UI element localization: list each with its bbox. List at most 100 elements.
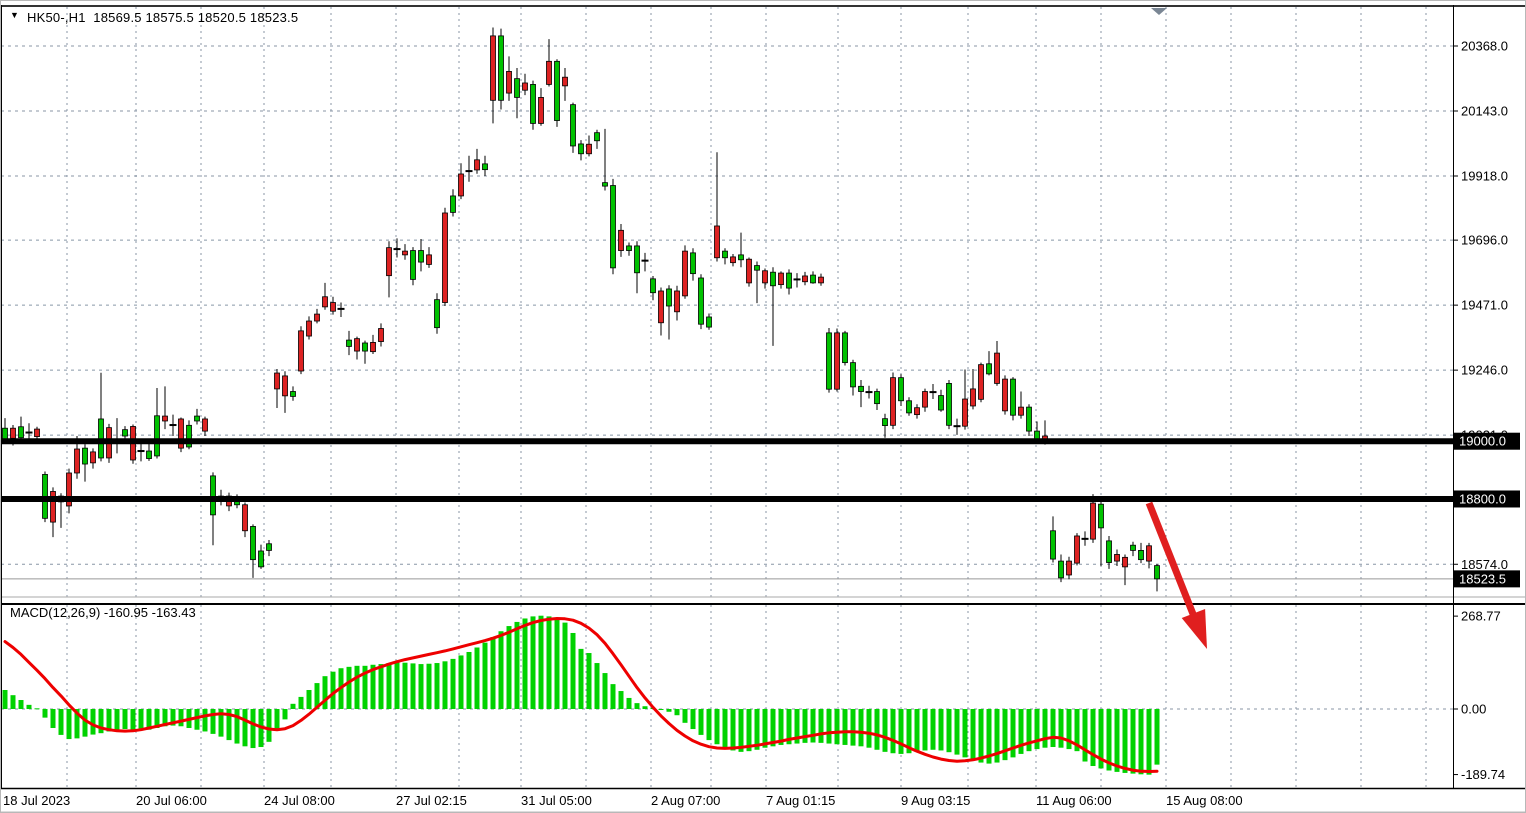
macd-histogram-bar xyxy=(594,663,600,709)
macd-histogram-bar xyxy=(194,709,200,730)
macd-histogram-bar xyxy=(986,709,992,764)
macd-histogram-bar xyxy=(1058,709,1064,748)
bear-candle xyxy=(210,475,216,516)
bull-candle xyxy=(994,352,1000,384)
bear-candle xyxy=(850,362,856,388)
bear-candle xyxy=(258,550,264,568)
bull-candle xyxy=(370,342,376,353)
macd-histogram-bar xyxy=(2,689,8,709)
bear-candle xyxy=(706,316,712,328)
time-axis-label: 27 Jul 02:15 xyxy=(396,793,467,808)
macd-histogram-bar xyxy=(1146,709,1152,775)
time-axis-label: 20 Jul 06:00 xyxy=(136,793,207,808)
bull-candle xyxy=(682,250,688,297)
bull-candle xyxy=(730,256,736,264)
bear-candle xyxy=(906,400,912,414)
price-axis-label: 20368.0 xyxy=(1461,39,1508,54)
macd-histogram-bar xyxy=(426,663,432,709)
macd-histogram-bar xyxy=(778,709,784,745)
bull-candle xyxy=(490,35,496,101)
bull-candle xyxy=(354,338,360,352)
bull-candle xyxy=(458,173,464,197)
bull-candle xyxy=(522,82,528,91)
macd-histogram-bar xyxy=(506,626,512,709)
bull-candle xyxy=(66,472,72,507)
price-axis-label: 19471.0 xyxy=(1461,298,1508,313)
bull-candle xyxy=(50,491,56,523)
macd-histogram-bar xyxy=(362,665,368,709)
macd-histogram-bar xyxy=(890,709,896,754)
macd-histogram-bar xyxy=(906,709,912,754)
chart-shift-marker-icon[interactable] xyxy=(1151,8,1167,15)
price-axis-highlight-label: 18523.5 xyxy=(1459,571,1506,586)
macd-histogram-bar xyxy=(522,618,528,709)
bear-candle xyxy=(498,35,504,101)
bear-candle xyxy=(1098,503,1104,529)
macd-histogram-bar xyxy=(250,709,256,749)
macd-histogram-bar xyxy=(410,663,416,709)
bear-candle xyxy=(514,78,520,98)
bear-candle xyxy=(666,288,672,307)
bear-candle xyxy=(362,342,368,352)
time-axis-label: 7 Aug 01:15 xyxy=(766,793,835,808)
bear-candle xyxy=(602,182,608,187)
macd-histogram-bar xyxy=(266,709,272,742)
bull-candle xyxy=(746,258,752,284)
macd-histogram-bar xyxy=(226,709,232,741)
macd-histogram-bar xyxy=(1026,709,1032,752)
price-axis-highlight-label: 18800.0 xyxy=(1459,491,1506,506)
window-top-border xyxy=(1,5,1525,7)
macd-histogram-bar xyxy=(634,703,640,709)
macd-histogram-bar xyxy=(898,709,904,754)
bull-candle xyxy=(442,212,448,303)
bear-candle xyxy=(266,543,272,551)
macd-histogram-bar xyxy=(34,708,40,710)
macd-histogram-bar xyxy=(642,706,648,709)
bull-candle xyxy=(298,330,304,372)
bear-candle xyxy=(858,385,864,392)
bull-candle xyxy=(562,76,568,87)
bull-candle xyxy=(1122,556,1128,568)
macd-axis-label: -189.74 xyxy=(1461,767,1505,782)
bull-candle xyxy=(658,290,664,324)
bull-candle xyxy=(1002,378,1008,412)
bull-candle xyxy=(714,225,720,259)
bear-candle xyxy=(738,254,744,261)
macd-histogram-bar xyxy=(794,709,800,744)
macd-histogram-bar xyxy=(866,709,872,748)
macd-histogram-bar xyxy=(1002,709,1008,761)
price-axis-highlight-label: 19000.0 xyxy=(1459,434,1506,449)
macd-histogram-bar xyxy=(658,709,664,711)
macd-histogram-bar xyxy=(298,696,304,709)
macd-histogram-bar xyxy=(42,709,48,718)
bear-candle xyxy=(530,84,536,124)
macd-histogram-bar xyxy=(10,695,16,709)
macd-histogram-bar xyxy=(514,621,520,709)
macd-histogram-bar xyxy=(434,663,440,709)
macd-histogram-bar xyxy=(1082,709,1088,762)
trend-arrow-head[interactable] xyxy=(1181,609,1207,649)
macd-histogram-bar xyxy=(1074,709,1080,752)
bull-candle xyxy=(10,427,16,439)
bear-candle xyxy=(82,447,88,465)
bull-candle xyxy=(978,364,984,400)
macd-histogram-bar xyxy=(706,709,712,741)
bear-candle xyxy=(634,245,640,274)
trend-arrow-shaft[interactable] xyxy=(1145,501,1197,616)
bear-candle xyxy=(434,299,440,329)
pane-separator[interactable] xyxy=(1,603,1526,605)
bear-candle xyxy=(842,332,848,364)
macd-histogram-bar xyxy=(530,616,536,709)
bear-candle xyxy=(410,250,416,280)
time-axis-label: 31 Jul 05:00 xyxy=(521,793,592,808)
macd-histogram-bar xyxy=(754,709,760,750)
macd-histogram-bar xyxy=(994,709,1000,763)
bull-candle xyxy=(306,320,312,337)
macd-histogram-bar xyxy=(178,709,184,727)
time-axis-label: 18 Jul 2023 xyxy=(3,793,70,808)
macd-histogram-bar xyxy=(18,700,24,709)
price-axis-highlight-box xyxy=(1454,570,1520,588)
bull-candle xyxy=(922,391,928,408)
